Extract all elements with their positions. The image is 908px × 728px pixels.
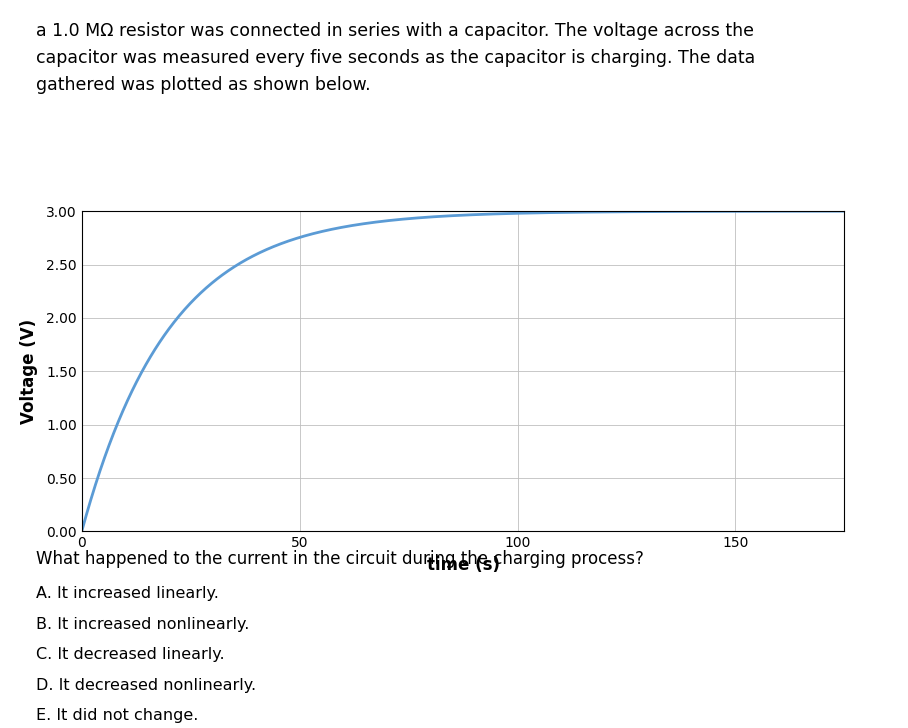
Y-axis label: Voltage (V): Voltage (V) — [20, 319, 38, 424]
Text: E. It did not change.: E. It did not change. — [36, 708, 199, 724]
Text: What happened to the current in the circuit during the charging process?: What happened to the current in the circ… — [36, 550, 644, 568]
Text: A. It increased linearly.: A. It increased linearly. — [36, 586, 219, 601]
X-axis label: time (s): time (s) — [427, 556, 499, 574]
Text: D. It decreased nonlinearly.: D. It decreased nonlinearly. — [36, 678, 256, 693]
Text: a 1.0 MΩ resistor was connected in series with a capacitor. The voltage across t: a 1.0 MΩ resistor was connected in serie… — [36, 22, 755, 94]
Text: B. It increased nonlinearly.: B. It increased nonlinearly. — [36, 617, 250, 632]
Text: C. It decreased linearly.: C. It decreased linearly. — [36, 647, 225, 662]
